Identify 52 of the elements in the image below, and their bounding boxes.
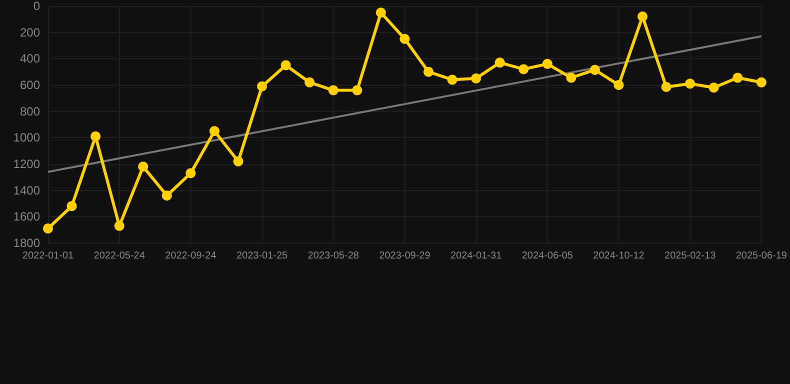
point: [138, 162, 148, 172]
point: [708, 82, 719, 93]
point: [471, 73, 482, 84]
x-tick-label: 2022-05-24: [94, 250, 146, 262]
point: [280, 60, 291, 70]
point: [424, 66, 434, 77]
point: [447, 74, 458, 85]
point: [566, 72, 576, 83]
point: [257, 81, 268, 92]
y-tick-label: 1200: [13, 157, 40, 171]
point: [352, 85, 362, 96]
point: [233, 156, 244, 166]
point: [209, 126, 220, 136]
point: [162, 190, 172, 201]
point: [304, 77, 315, 88]
x-tick-label: 2024-10-12: [593, 250, 645, 262]
point: [542, 58, 552, 69]
x-tick-label: 2025-02-13: [664, 250, 716, 262]
point: [66, 201, 77, 212]
point: [732, 72, 743, 83]
point: [638, 12, 648, 22]
x-tick-label: 2022-01-01: [22, 250, 74, 262]
point: [43, 224, 53, 234]
point: [90, 131, 101, 142]
y-tick-label: 1800: [13, 236, 40, 250]
point: [518, 64, 529, 74]
point: [685, 78, 696, 89]
point: [186, 168, 196, 178]
point: [114, 220, 124, 231]
y-tick-label: 1600: [13, 210, 40, 224]
y-tick-label: 600: [20, 78, 40, 92]
point: [328, 85, 338, 96]
point: [590, 64, 600, 75]
x-tick-label: 2024-06-05: [522, 250, 574, 262]
point: [614, 80, 624, 90]
x-tick-label: 2023-09-29: [379, 250, 431, 262]
x-tick-label: 2022-09-24: [165, 250, 217, 262]
y-tick-label: 200: [20, 25, 40, 40]
x-tick-label: 2023-01-25: [236, 250, 288, 262]
x-tick-label: 2025-06-19: [736, 250, 788, 262]
x-tick-label: 2024-01-31: [450, 250, 502, 262]
point: [756, 77, 766, 88]
y-tick-label: 1400: [13, 183, 40, 198]
point: [494, 58, 505, 68]
y-tick-label: 1000: [13, 130, 40, 145]
point: [400, 34, 410, 44]
x-tick-label: 2023-05-28: [308, 250, 360, 262]
y-tick-label: 800: [20, 104, 40, 118]
y-tick-label: 400: [20, 52, 40, 66]
point: [661, 82, 672, 92]
point: [376, 8, 386, 18]
y-tick-label: 0: [33, 0, 40, 13]
